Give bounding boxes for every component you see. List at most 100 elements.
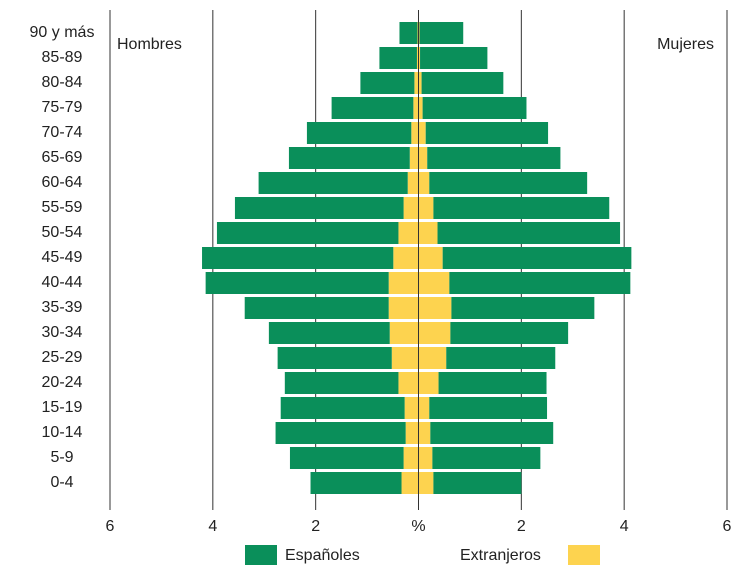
bar <box>432 447 541 469</box>
left-label: Hombres <box>117 36 182 53</box>
bar <box>418 197 434 219</box>
bar <box>244 297 389 319</box>
bar <box>418 372 439 394</box>
bar <box>422 97 527 119</box>
bar <box>202 247 394 269</box>
bar <box>418 447 433 469</box>
bar <box>416 47 419 69</box>
bar <box>258 172 408 194</box>
x-tick-label: % <box>411 518 425 535</box>
bar <box>277 347 392 369</box>
bar <box>310 472 402 494</box>
bar <box>433 197 610 219</box>
bar <box>446 347 556 369</box>
bar <box>418 172 430 194</box>
bar <box>306 122 412 144</box>
x-tick-label: 2 <box>517 518 526 535</box>
bar <box>401 472 419 494</box>
bar <box>404 397 419 419</box>
bar <box>418 22 420 44</box>
bar <box>417 22 419 44</box>
bar <box>429 397 548 419</box>
category-label: 5-9 <box>50 449 73 466</box>
bar <box>391 347 419 369</box>
bar <box>418 122 426 144</box>
bar <box>418 397 430 419</box>
category-label: 70-74 <box>42 124 83 141</box>
x-tick-label: 4 <box>620 518 629 535</box>
bar <box>418 297 452 319</box>
bar <box>427 147 561 169</box>
bar <box>418 347 447 369</box>
x-tick-label: 6 <box>106 518 115 535</box>
right-label: Mujeres <box>657 36 714 53</box>
bar <box>450 322 569 344</box>
bar <box>418 272 450 294</box>
bar <box>389 322 419 344</box>
bar <box>418 422 431 444</box>
bar <box>393 247 419 269</box>
bar <box>411 122 419 144</box>
category-label: 75-79 <box>42 99 83 116</box>
category-label: 25-29 <box>42 349 83 366</box>
bar <box>425 122 549 144</box>
bar <box>205 272 389 294</box>
bar <box>420 47 488 69</box>
bar <box>403 197 419 219</box>
bar <box>275 422 406 444</box>
bar <box>409 147 419 169</box>
legend-label: Españoles <box>285 547 360 564</box>
bar <box>414 72 419 94</box>
bar <box>234 197 404 219</box>
bar <box>379 47 417 69</box>
bar <box>216 222 399 244</box>
bar <box>421 72 504 94</box>
bar <box>413 97 419 119</box>
bar <box>405 422 419 444</box>
category-label: 80-84 <box>42 74 83 91</box>
bar <box>388 297 419 319</box>
bar <box>418 222 438 244</box>
bar <box>418 72 422 94</box>
bar <box>360 72 415 94</box>
bar <box>398 222 419 244</box>
category-label: 90 y más <box>30 24 95 41</box>
bar <box>403 447 419 469</box>
category-label: 10-14 <box>42 424 83 441</box>
bar <box>449 272 631 294</box>
bar <box>289 447 404 469</box>
bar <box>433 472 522 494</box>
category-label: 15-19 <box>42 399 83 416</box>
bar <box>288 147 410 169</box>
bar <box>418 47 421 69</box>
category-label: 45-49 <box>42 249 83 266</box>
category-label: 35-39 <box>42 299 83 316</box>
bars <box>202 10 632 510</box>
bar <box>418 147 428 169</box>
category-label: 65-69 <box>42 149 83 166</box>
category-label: 30-34 <box>42 324 83 341</box>
bar <box>331 97 414 119</box>
bar <box>418 97 423 119</box>
bar <box>442 247 632 269</box>
x-tick-label: 6 <box>723 518 732 535</box>
bar <box>388 272 419 294</box>
legend-swatch <box>245 545 277 565</box>
legend-label: Extranjeros <box>460 547 541 564</box>
bar <box>418 322 451 344</box>
bar <box>437 222 621 244</box>
bar <box>407 172 419 194</box>
x-tick-label: 2 <box>311 518 320 535</box>
bar <box>284 372 399 394</box>
bar <box>438 372 547 394</box>
bar <box>268 322 390 344</box>
bar <box>451 297 595 319</box>
bar <box>399 22 418 44</box>
bar <box>430 422 554 444</box>
bar <box>398 372 419 394</box>
category-label: 85-89 <box>42 49 83 66</box>
x-tick-label: 4 <box>208 518 217 535</box>
category-label: 50-54 <box>42 224 83 241</box>
bar <box>418 247 443 269</box>
